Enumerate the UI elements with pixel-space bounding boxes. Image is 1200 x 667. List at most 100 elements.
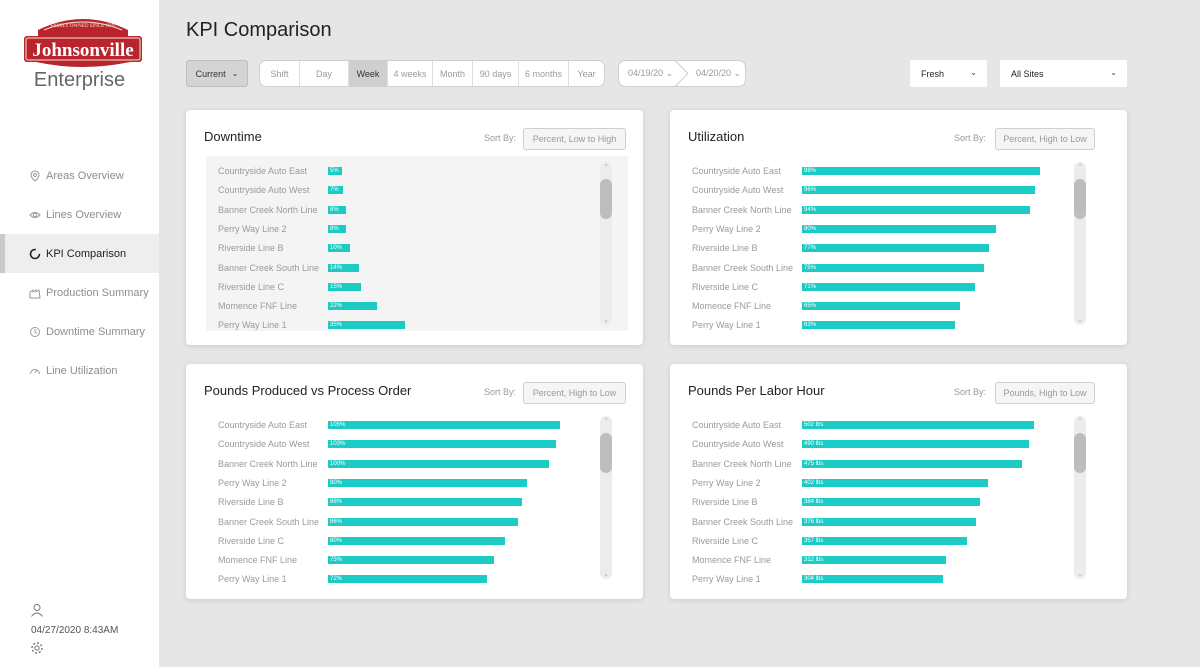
- date-from-field[interactable]: 04/19/20 ⌄: [628, 68, 673, 79]
- bar[interactable]: 94%: [802, 205, 1031, 214]
- range-90-days-button[interactable]: 90 days: [473, 61, 519, 86]
- sort-button[interactable]: Percent, Low to High: [523, 128, 626, 150]
- site-select[interactable]: All Sites ⌄: [1000, 60, 1127, 87]
- bar[interactable]: 22%: [328, 302, 377, 311]
- date-to-field[interactable]: 04/20/20 ⌄: [696, 68, 741, 79]
- current-dropdown[interactable]: Current ⌄: [186, 60, 248, 87]
- pounds-per-labor-hour-panel: Pounds Per Labor Hour Sort By: Pounds, H…: [670, 364, 1127, 599]
- bar[interactable]: 14%: [328, 263, 359, 272]
- scrollbar-thumb[interactable]: [600, 433, 612, 473]
- bar[interactable]: 384 lbs: [802, 498, 980, 507]
- bar[interactable]: 98%: [802, 167, 1041, 175]
- bar-category-label: Riverside Line B: [218, 497, 284, 508]
- scrollbar[interactable]: ⌃ ⌄: [600, 416, 612, 579]
- bar-row: Perry Way Line 1 72%: [206, 570, 596, 585]
- gear-icon[interactable]: [30, 641, 44, 655]
- scroll-down-icon[interactable]: ⌄: [1077, 317, 1083, 324]
- scrollbar[interactable]: ⌃ ⌄: [1074, 416, 1086, 579]
- bar[interactable]: 475 lbs: [802, 459, 1022, 468]
- scrollbar-thumb[interactable]: [1074, 433, 1086, 473]
- scrollbar-thumb[interactable]: [600, 179, 612, 219]
- bar[interactable]: 96%: [802, 186, 1036, 195]
- bar[interactable]: 80%: [802, 224, 997, 233]
- range-6-months-button[interactable]: 6 months: [519, 61, 569, 86]
- bar[interactable]: 7%: [328, 186, 344, 195]
- bar-category-label: Riverside Line C: [218, 281, 285, 292]
- scrollbar[interactable]: ⌃ ⌄: [600, 162, 612, 325]
- bar[interactable]: 105%: [328, 421, 560, 429]
- bar[interactable]: 63%: [802, 321, 956, 330]
- bar[interactable]: 80%: [328, 536, 505, 545]
- bar-category-label: Perry Way Line 1: [218, 320, 287, 331]
- sort-button[interactable]: Percent, High to Low: [995, 128, 1095, 150]
- bar-category-label: Riverside Line C: [692, 535, 759, 546]
- bar-value-label: 8%: [330, 225, 339, 232]
- bar-value-label: 304 lbs: [804, 576, 824, 583]
- bar-category-label: Riverside Line B: [692, 497, 758, 508]
- date-range-picker[interactable]: 04/19/20 ⌄ 04/20/20 ⌄: [618, 60, 746, 87]
- scroll-up-icon[interactable]: ⌃: [603, 164, 609, 171]
- bar[interactable]: 75%: [802, 263, 985, 272]
- scroll-down-icon[interactable]: ⌄: [603, 317, 609, 324]
- bar-category-label: Perry Way Line 1: [692, 320, 761, 331]
- bar-value-label: 96%: [804, 187, 817, 194]
- eye-icon: [28, 208, 41, 221]
- category-select[interactable]: Fresh ⌄: [910, 60, 987, 87]
- bar[interactable]: 35%: [328, 321, 406, 330]
- bar-category-label: Riverside Line C: [218, 535, 285, 546]
- bar[interactable]: 86%: [328, 517, 518, 526]
- bar[interactable]: 5%: [328, 167, 342, 175]
- bar[interactable]: 15%: [328, 282, 362, 291]
- bar[interactable]: 72%: [328, 575, 488, 584]
- sidebar-item-lines-overview[interactable]: Lines Overview: [0, 195, 159, 234]
- user-icon[interactable]: [30, 603, 44, 617]
- bar[interactable]: 490 lbs: [802, 440, 1029, 449]
- bar[interactable]: 75%: [328, 556, 494, 565]
- range-day-button[interactable]: Day: [300, 61, 349, 86]
- johnsonville-logo: FAMILY OWNED SINCE 1945 Johnsonville: [24, 19, 142, 67]
- scroll-down-icon[interactable]: ⌄: [1077, 571, 1083, 578]
- bar[interactable]: 304 lbs: [802, 575, 943, 584]
- sidebar-item-line-utilization[interactable]: Line Utilization: [0, 351, 159, 390]
- scroll-up-icon[interactable]: ⌃: [1077, 164, 1083, 171]
- sidebar-item-production-summary[interactable]: Production Summary: [0, 273, 159, 312]
- bar[interactable]: 77%: [802, 244, 990, 253]
- bar[interactable]: 502 lbs: [802, 421, 1035, 429]
- scroll-down-icon[interactable]: ⌄: [603, 571, 609, 578]
- sort-button[interactable]: Pounds, High to Low: [995, 382, 1095, 404]
- bar[interactable]: 10%: [328, 244, 351, 253]
- sort-button[interactable]: Percent, High to Low: [523, 382, 626, 404]
- bar[interactable]: 90%: [328, 478, 527, 487]
- bar-row: Banner Creek South Line 75%: [680, 259, 1070, 278]
- scrollbar-thumb[interactable]: [1074, 179, 1086, 219]
- range-week-button[interactable]: Week: [349, 61, 388, 86]
- bar[interactable]: 357 lbs: [802, 536, 968, 545]
- sidebar-item-kpi-comparison[interactable]: KPI Comparison: [0, 234, 159, 273]
- bar[interactable]: 103%: [328, 440, 556, 449]
- range-year-button[interactable]: Year: [577, 68, 596, 79]
- bar[interactable]: 376 lbs: [802, 517, 977, 526]
- bar[interactable]: 8%: [328, 205, 346, 214]
- bar[interactable]: 8%: [328, 224, 346, 233]
- scroll-up-icon[interactable]: ⌃: [1077, 418, 1083, 425]
- bar[interactable]: 71%: [802, 282, 975, 291]
- downtime-chart: Countryside Auto East 5% Countryside Auto …: [206, 156, 628, 331]
- bar-category-label: Momence FNF Line: [692, 555, 772, 566]
- scrollbar[interactable]: ⌃ ⌄: [1074, 162, 1086, 325]
- bar[interactable]: 65%: [802, 302, 960, 311]
- scroll-up-icon[interactable]: ⌃: [603, 418, 609, 425]
- range-shift-button[interactable]: Shift: [260, 61, 300, 86]
- bar-value-label: 502 lbs: [804, 422, 824, 428]
- bar[interactable]: 88%: [328, 498, 523, 507]
- bar-value-label: 8%: [330, 206, 339, 213]
- range-4-weeks-button[interactable]: 4 weeks: [388, 61, 433, 86]
- bar[interactable]: 402 lbs: [802, 478, 989, 487]
- range-month-button[interactable]: Month: [433, 61, 473, 86]
- map-pin-icon: [28, 169, 41, 182]
- downtime-panel: Downtime Sort By: Percent, Low to High C…: [186, 110, 643, 345]
- bar-category-label: Banner Creek South Line: [692, 516, 794, 527]
- bar[interactable]: 312 lbs: [802, 556, 947, 565]
- bar[interactable]: 100%: [328, 459, 549, 468]
- sidebar-item-areas-overview[interactable]: Areas Overview: [0, 156, 159, 195]
- sidebar-item-downtime-summary[interactable]: Downtime Summary: [0, 312, 159, 351]
